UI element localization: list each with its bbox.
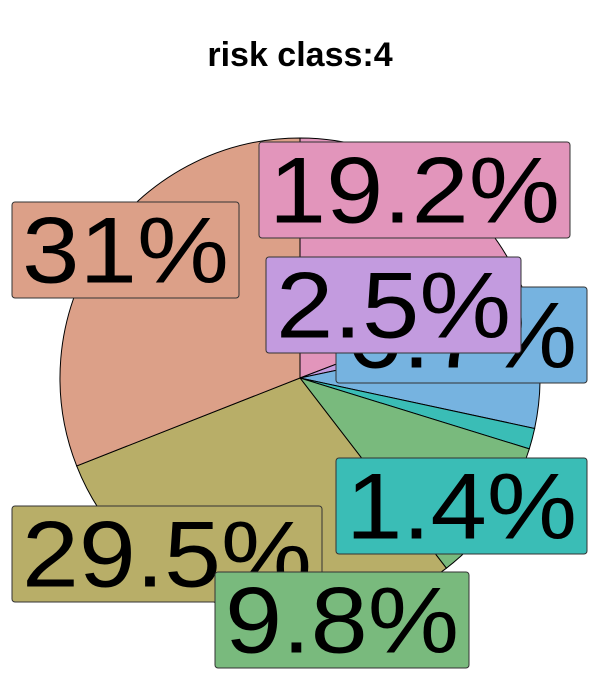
slice-label-3: 1.4% bbox=[335, 454, 588, 559]
chart-title: risk class:4 bbox=[207, 36, 393, 74]
slice-label-box-1 bbox=[265, 256, 522, 354]
slice-label-text-3: 1.4% bbox=[346, 454, 577, 559]
slice-label-box-4 bbox=[214, 571, 470, 669]
slice-labels: 31%29.5%6.7%1.4%9.8%19.2%2.5% bbox=[11, 138, 588, 673]
slice-label-box-6 bbox=[11, 201, 240, 299]
slice-label-4: 9.8% bbox=[214, 568, 470, 673]
slice-label-6: 31% bbox=[11, 198, 240, 303]
slice-label-box-3 bbox=[335, 457, 588, 555]
slice-label-1: 2.5% bbox=[265, 253, 522, 358]
slice-label-text-1: 2.5% bbox=[276, 253, 511, 358]
slice-label-text-4: 9.8% bbox=[225, 568, 459, 673]
slice-label-text-6: 31% bbox=[22, 198, 229, 303]
slice-label-box-0 bbox=[258, 141, 571, 239]
slice-label-text-0: 19.2% bbox=[269, 138, 560, 243]
slice-label-0: 19.2% bbox=[258, 138, 571, 243]
